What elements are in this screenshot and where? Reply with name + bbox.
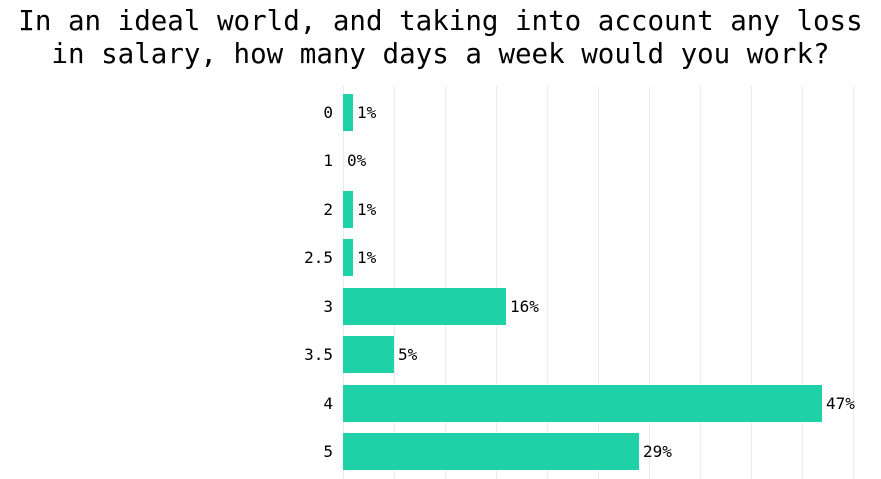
category-label-1: 1 xyxy=(323,151,333,170)
chart-title-line-2: in salary, how many days a week would yo… xyxy=(51,38,830,70)
value-label-3: 16% xyxy=(510,297,539,316)
gridline xyxy=(802,86,803,479)
gridline xyxy=(547,86,548,479)
bar-2.5 xyxy=(343,239,353,276)
value-label-0: 1% xyxy=(357,103,377,122)
value-label-3.5: 5% xyxy=(398,345,418,364)
category-label-3: 3 xyxy=(323,297,333,316)
bar-3.5 xyxy=(343,336,394,373)
category-label-5: 5 xyxy=(323,442,333,461)
gridline xyxy=(445,86,446,479)
gridline xyxy=(496,86,497,479)
category-label-4: 4 xyxy=(323,394,333,413)
chart-title: In an ideal world, and taking into accou… xyxy=(0,5,881,71)
gridline xyxy=(649,86,650,479)
value-label-4: 47% xyxy=(826,394,855,413)
bar-5 xyxy=(343,433,639,470)
category-label-2.5: 2.5 xyxy=(304,248,333,267)
category-label-0: 0 xyxy=(323,103,333,122)
value-label-2: 1% xyxy=(357,200,377,219)
value-label-5: 29% xyxy=(643,442,672,461)
value-label-2.5: 1% xyxy=(357,248,377,267)
gridline xyxy=(394,86,395,479)
gridline xyxy=(853,86,854,479)
category-label-3.5: 3.5 xyxy=(304,345,333,364)
bar-3 xyxy=(343,288,506,325)
gridline xyxy=(700,86,701,479)
bar-2 xyxy=(343,191,353,228)
category-label-2: 2 xyxy=(323,200,333,219)
chart-title-line-1: In an ideal world, and taking into accou… xyxy=(18,5,863,37)
bar-0 xyxy=(343,94,353,131)
gridline xyxy=(598,86,599,479)
y-axis-line xyxy=(343,86,344,479)
bar-4 xyxy=(343,385,822,422)
gridline xyxy=(751,86,752,479)
value-label-1: 0% xyxy=(347,151,367,170)
